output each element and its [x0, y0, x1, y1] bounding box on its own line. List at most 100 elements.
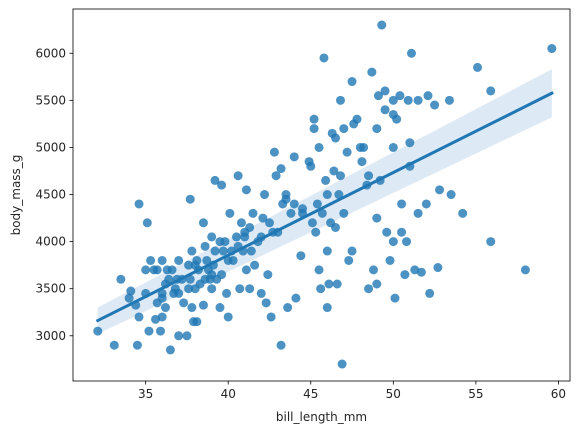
data-point	[335, 95, 345, 105]
data-point	[435, 185, 445, 195]
data-point	[388, 237, 398, 247]
data-point	[388, 95, 398, 105]
data-point	[184, 260, 194, 270]
data-point	[377, 20, 387, 30]
data-point	[486, 86, 496, 96]
data-point	[322, 303, 332, 313]
data-point	[258, 213, 268, 223]
data-point	[322, 246, 332, 256]
y-tick-label: 3500	[35, 282, 66, 296]
y-axis: 3000 3500 4000 4500 5000 5500 6000	[35, 46, 73, 343]
data-point	[152, 265, 162, 275]
data-point	[246, 246, 256, 256]
data-point	[231, 232, 241, 242]
data-point	[430, 100, 440, 110]
x-tick-label: 45	[303, 387, 318, 401]
data-point	[266, 312, 276, 322]
data-point	[312, 199, 322, 209]
data-point	[364, 284, 374, 294]
data-point	[281, 190, 291, 200]
y-tick-label: 5500	[35, 93, 66, 107]
data-point	[311, 227, 321, 237]
data-point	[223, 255, 233, 265]
x-tick-label: 60	[551, 387, 566, 401]
data-point	[220, 237, 230, 247]
data-point	[413, 95, 423, 105]
x-axis: 35 40 45 50 55 60	[138, 381, 566, 401]
data-point	[156, 326, 166, 336]
y-tick-label: 6000	[35, 46, 66, 60]
data-point	[233, 171, 243, 181]
data-point	[352, 114, 362, 124]
plot-frame	[72, 8, 571, 382]
data-point	[202, 255, 212, 265]
data-point	[364, 171, 374, 181]
data-point	[109, 340, 119, 350]
data-point	[307, 218, 317, 228]
data-point	[164, 274, 174, 284]
data-point	[520, 265, 530, 275]
data-point	[372, 124, 382, 134]
data-point	[245, 284, 255, 294]
data-point	[367, 67, 377, 77]
data-point	[289, 199, 299, 209]
data-point	[372, 279, 382, 289]
data-point	[388, 142, 398, 152]
data-point	[184, 284, 194, 294]
data-point	[382, 227, 392, 237]
data-point	[444, 95, 454, 105]
data-point	[357, 157, 367, 167]
data-point	[289, 152, 299, 162]
data-point	[185, 194, 195, 204]
data-point	[319, 53, 329, 63]
data-point	[144, 326, 154, 336]
data-point	[392, 114, 402, 124]
data-point	[276, 340, 286, 350]
data-point	[400, 270, 410, 280]
data-point	[187, 303, 197, 313]
data-point	[291, 293, 301, 303]
data-point	[223, 312, 233, 322]
data-point	[141, 265, 151, 275]
data-point	[344, 255, 354, 265]
data-point	[260, 190, 270, 200]
data-point	[126, 286, 136, 296]
data-point	[405, 138, 415, 148]
data-point	[157, 312, 167, 322]
data-point	[372, 213, 382, 223]
data-point	[446, 190, 456, 200]
data-point	[271, 171, 281, 181]
data-point	[225, 208, 235, 218]
data-point	[397, 227, 407, 237]
data-point	[215, 303, 225, 313]
data-point	[160, 303, 170, 313]
data-point	[187, 246, 197, 256]
data-point	[198, 300, 208, 310]
data-point	[296, 251, 306, 261]
y-axis-label: body_mass_g	[9, 155, 23, 236]
data-point	[116, 274, 126, 284]
data-point	[190, 260, 200, 270]
data-point	[256, 288, 266, 298]
data-point	[339, 208, 349, 218]
data-point	[210, 175, 220, 185]
data-point	[331, 222, 341, 232]
y-tick-label: 4000	[35, 235, 66, 249]
data-point	[174, 255, 184, 265]
data-point	[142, 218, 152, 228]
data-point	[217, 180, 227, 190]
y-tick-label: 5000	[35, 140, 66, 154]
data-point	[324, 279, 334, 289]
data-point	[134, 199, 144, 209]
data-point	[261, 298, 271, 308]
data-point	[385, 255, 395, 265]
data-point	[124, 293, 134, 303]
data-point	[306, 161, 316, 171]
data-point	[433, 263, 443, 273]
data-point	[132, 340, 142, 350]
data-point	[240, 227, 250, 237]
data-point	[403, 95, 413, 105]
data-point	[241, 185, 251, 195]
data-point	[309, 114, 319, 124]
data-point	[298, 204, 308, 214]
